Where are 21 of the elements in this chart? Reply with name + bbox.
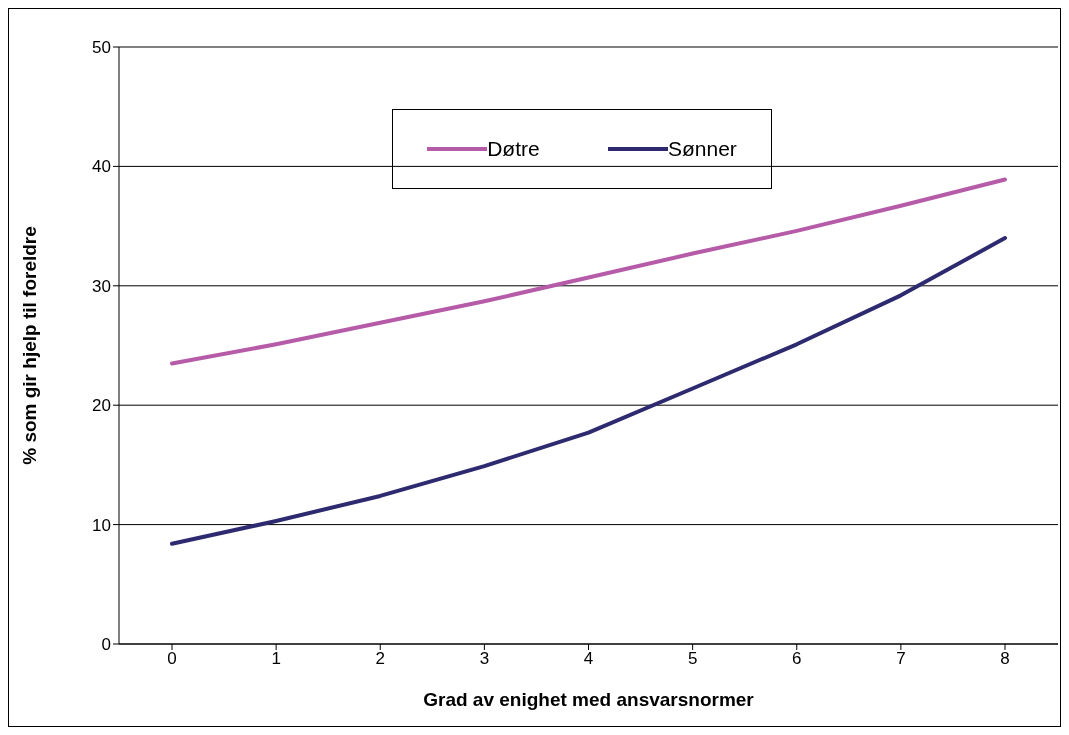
x-tick-label: 2 [375, 649, 385, 669]
x-tick-label: 5 [687, 649, 698, 669]
y-tick-label: 50 [92, 38, 111, 58]
x-tick-label: 1 [271, 649, 281, 669]
x-tick-label: 6 [792, 649, 802, 669]
x-tick-label: 0 [167, 649, 177, 669]
y-tick-label: 10 [92, 515, 111, 535]
x-tick-label: 8 [1000, 649, 1010, 669]
line-series [170, 236, 1007, 546]
x-tick-label: 7 [896, 649, 906, 669]
y-tick-label: 40 [92, 157, 111, 177]
x-tick-label: 3 [479, 649, 490, 669]
x-axis-title: Grad av enighet med ansvarsnormer [423, 689, 755, 710]
y-tick-label: 30 [92, 276, 111, 296]
y-axis-title: % som gir hjelp til foreldre [18, 226, 40, 465]
y-tick-label: 0 [101, 635, 111, 655]
legend-label: Døtre [487, 137, 540, 161]
legend-label: Sønner [667, 137, 737, 161]
y-tick-label: 20 [92, 396, 111, 416]
line-series [170, 177, 1007, 366]
x-tick-label: 4 [583, 649, 594, 669]
